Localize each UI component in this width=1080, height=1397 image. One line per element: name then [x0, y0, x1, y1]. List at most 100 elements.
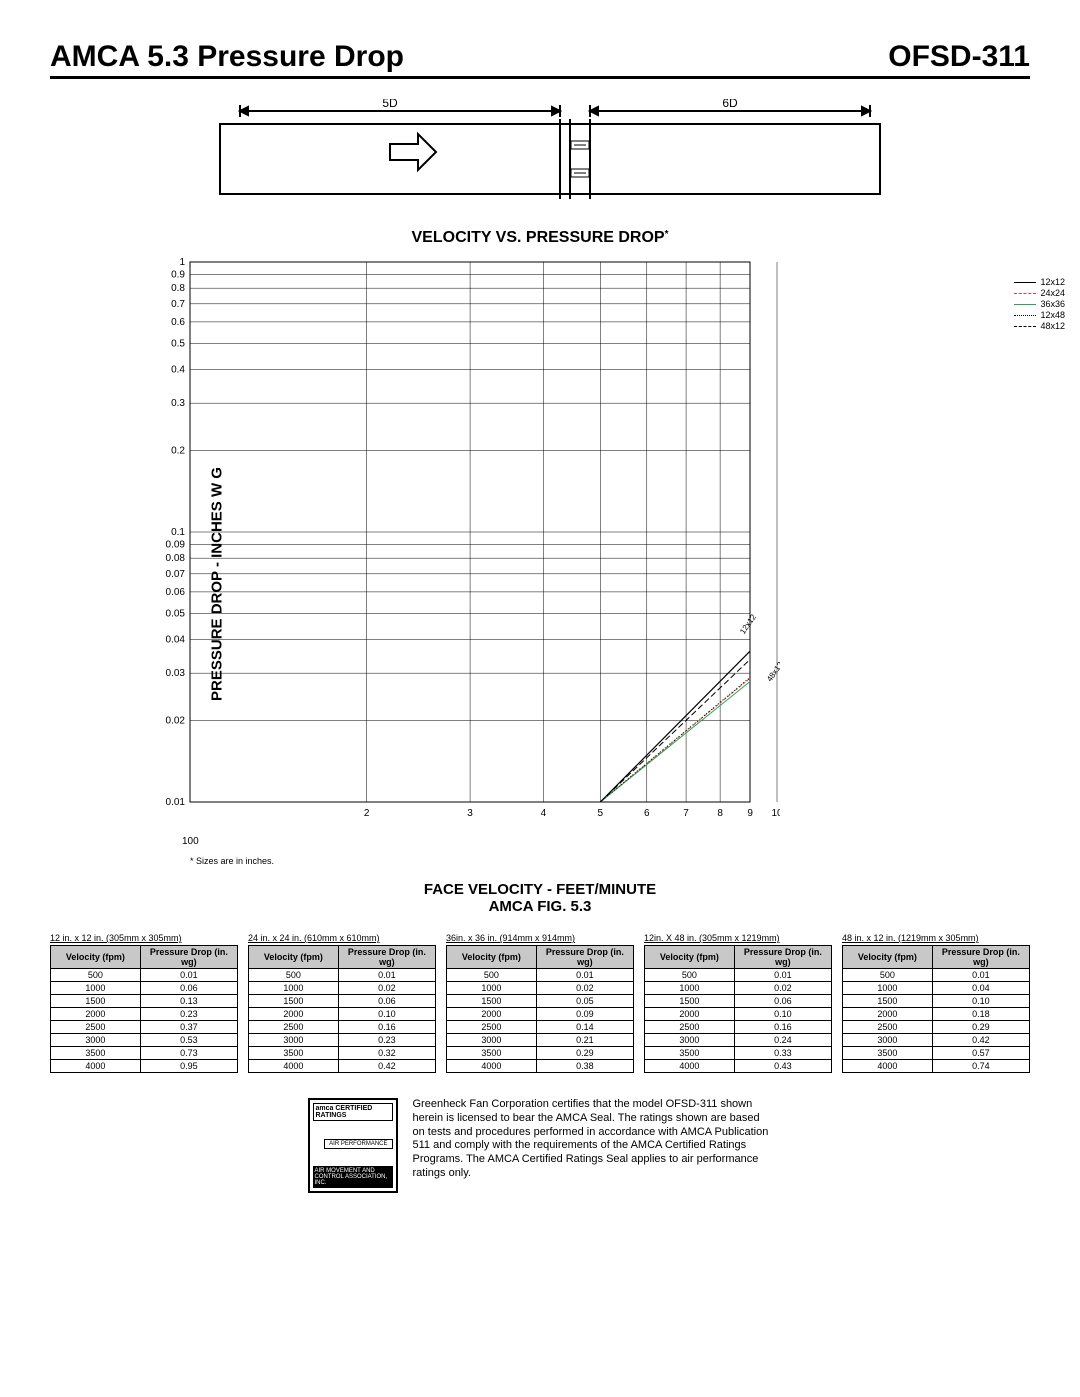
svg-text:8: 8 — [717, 808, 723, 819]
svg-text:4: 4 — [541, 808, 547, 819]
table-caption: 36in. x 36 in. (914mm x 914mm) — [446, 933, 634, 943]
svg-text:0.02: 0.02 — [166, 716, 186, 727]
table-row: 20000.23 — [51, 1008, 238, 1021]
data-table: 12in. X 48 in. (305mm x 1219mm) Velocity … — [644, 933, 832, 1073]
table-row: 5000.01 — [51, 969, 238, 982]
svg-text:3: 3 — [467, 808, 473, 819]
table-caption: 12 in. x 12 in. (305mm x 305mm) — [50, 933, 238, 943]
page-title: AMCA 5.3 Pressure Drop — [50, 40, 404, 74]
svg-text:7: 7 — [683, 808, 689, 819]
data-table: 48 in. x 12 in. (1219mm x 305mm) Velocity… — [842, 933, 1030, 1073]
table-caption: 48 in. x 12 in. (1219mm x 305mm) — [842, 933, 1030, 943]
legend-item: 12x12 — [1014, 277, 1065, 287]
svg-text:0.2: 0.2 — [171, 446, 185, 457]
svg-text:12x12: 12x12 — [738, 612, 758, 635]
svg-text:0.4: 0.4 — [171, 364, 185, 375]
duct-diagram: 5D 6D — [190, 99, 890, 209]
table-row: 35000.33 — [645, 1047, 832, 1060]
table-row: 20000.09 — [447, 1008, 634, 1021]
table-row: 15000.05 — [447, 995, 634, 1008]
duct-right-label: 6D — [722, 99, 738, 110]
data-table: 12 in. x 12 in. (305mm x 305mm) Velocity … — [50, 933, 238, 1073]
table-row: 5000.01 — [645, 969, 832, 982]
svg-text:6: 6 — [644, 808, 650, 819]
table-row: 40000.95 — [51, 1060, 238, 1073]
svg-text:0.7: 0.7 — [171, 299, 185, 310]
legend-item: 24x24 — [1014, 288, 1065, 298]
col-header: Pressure Drop (in. wg) — [338, 946, 435, 969]
table-row: 15000.06 — [645, 995, 832, 1008]
table-row: 30000.53 — [51, 1034, 238, 1047]
col-header: Pressure Drop (in. wg) — [734, 946, 831, 969]
table-row: 30000.21 — [447, 1034, 634, 1047]
svg-text:2: 2 — [364, 808, 370, 819]
table-row: 10000.06 — [51, 982, 238, 995]
legend-item: 36x36 — [1014, 299, 1065, 309]
x-origin-label: 100 — [182, 836, 199, 847]
svg-text:0.1: 0.1 — [171, 527, 185, 538]
table-row: 15000.10 — [843, 995, 1030, 1008]
data-table: 36in. x 36 in. (914mm x 914mm) Velocity (… — [446, 933, 634, 1073]
svg-text:0.3: 0.3 — [171, 398, 185, 409]
table-row: 40000.74 — [843, 1060, 1030, 1073]
svg-text:5: 5 — [598, 808, 604, 819]
svg-text:0.06: 0.06 — [166, 587, 186, 598]
svg-text:9: 9 — [747, 808, 753, 819]
col-header: Velocity (fpm) — [51, 946, 141, 969]
table-row: 35000.29 — [447, 1047, 634, 1060]
table-row: 30000.23 — [249, 1034, 436, 1047]
table-row: 35000.57 — [843, 1047, 1030, 1060]
table-row: 25000.16 — [249, 1021, 436, 1034]
svg-text:0.5: 0.5 — [171, 338, 185, 349]
chart-title: VELOCITY VS. PRESSURE DROP* — [50, 229, 1030, 247]
table-row: 40000.43 — [645, 1060, 832, 1073]
chart-legend: 12x1224x2436x3612x4848x12 — [1014, 277, 1065, 332]
svg-text:1: 1 — [179, 257, 185, 268]
col-header: Velocity (fpm) — [249, 946, 339, 969]
svg-text:10: 10 — [771, 808, 780, 819]
svg-text:0.8: 0.8 — [171, 283, 185, 294]
table-caption: 12in. X 48 in. (305mm x 1219mm) — [644, 933, 832, 943]
svg-text:0.04: 0.04 — [166, 634, 186, 645]
table-row: 25000.14 — [447, 1021, 634, 1034]
col-header: Velocity (fpm) — [645, 946, 735, 969]
table-row: 30000.24 — [645, 1034, 832, 1047]
table-row: 30000.42 — [843, 1034, 1030, 1047]
svg-text:0.9: 0.9 — [171, 269, 185, 280]
data-tables-row: 12 in. x 12 in. (305mm x 305mm) Velocity … — [50, 933, 1030, 1073]
table-row: 15000.13 — [51, 995, 238, 1008]
table-row: 25000.37 — [51, 1021, 238, 1034]
svg-text:0.08: 0.08 — [166, 553, 186, 564]
legend-item: 12x48 — [1014, 310, 1065, 320]
table-row: 20000.10 — [645, 1008, 832, 1021]
svg-text:0.03: 0.03 — [166, 668, 186, 679]
table-row: 20000.18 — [843, 1008, 1030, 1021]
table-row: 5000.01 — [249, 969, 436, 982]
table-row: 20000.10 — [249, 1008, 436, 1021]
col-header: Pressure Drop (in. wg) — [536, 946, 633, 969]
svg-text:0.09: 0.09 — [166, 539, 186, 550]
table-row: 10000.04 — [843, 982, 1030, 995]
certification-row: amca CERTIFIED RATINGS AIR PERFORMANCE A… — [50, 1098, 1030, 1193]
svg-text:0.05: 0.05 — [166, 608, 186, 619]
table-caption: 24 in. x 24 in. (610mm x 610mm) — [248, 933, 436, 943]
table-row: 35000.32 — [249, 1047, 436, 1060]
svg-text:48x12: 48x12 — [765, 660, 780, 683]
table-row: 35000.73 — [51, 1047, 238, 1060]
amca-seal: amca CERTIFIED RATINGS AIR PERFORMANCE A… — [308, 1098, 398, 1193]
page-header: AMCA 5.3 Pressure Drop OFSD-311 — [50, 40, 1030, 79]
table-row: 5000.01 — [843, 969, 1030, 982]
table-row: 10000.02 — [645, 982, 832, 995]
col-header: Pressure Drop (in. wg) — [932, 946, 1029, 969]
certification-text: Greenheck Fan Corporation certifies that… — [413, 1098, 773, 1181]
data-table: 24 in. x 24 in. (610mm x 610mm) Velocity … — [248, 933, 436, 1073]
legend-item: 48x12 — [1014, 321, 1065, 331]
svg-text:0.01: 0.01 — [166, 797, 186, 808]
duct-left-label: 5D — [382, 99, 398, 110]
model-number: OFSD-311 — [888, 40, 1030, 74]
col-header: Velocity (fpm) — [843, 946, 933, 969]
table-row: 5000.01 — [447, 969, 634, 982]
table-row: 15000.06 — [249, 995, 436, 1008]
col-header: Pressure Drop (in. wg) — [140, 946, 237, 969]
col-header: Velocity (fpm) — [447, 946, 537, 969]
